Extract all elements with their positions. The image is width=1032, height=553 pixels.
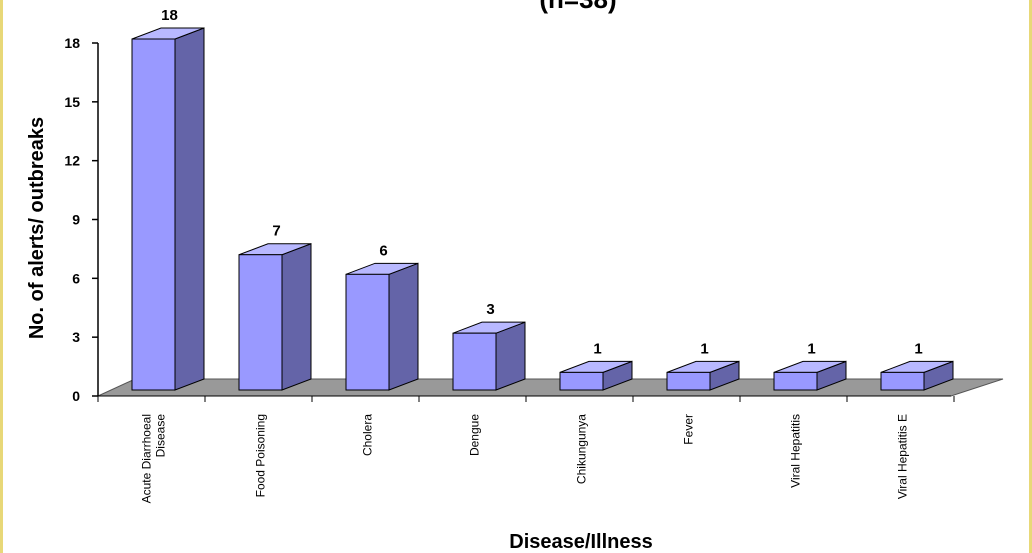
y-tick-label: 18 (64, 35, 80, 51)
category-label: Food Poisoning (254, 414, 268, 497)
bar (131, 27, 205, 391)
bar-front (666, 371, 711, 391)
data-label: 1 (593, 340, 601, 357)
bar-side (281, 242, 312, 391)
data-label: 6 (379, 242, 387, 259)
floor-plane (97, 378, 1004, 397)
data-label: 18 (161, 7, 178, 24)
data-label: 3 (486, 301, 494, 318)
category-label: Viral Hepatitis E (896, 414, 910, 499)
bar-front (452, 332, 497, 391)
data-label: 1 (914, 340, 922, 357)
category-label-line: Dengue (468, 414, 482, 456)
y-axis: 0 3 6 9 12 15 18 (64, 35, 955, 404)
bar-front (345, 273, 390, 391)
bars (131, 27, 954, 391)
category-label-line: Food Poisoning (254, 414, 268, 497)
chart-title: (n=38) (539, 0, 616, 14)
category-label: Fever (682, 414, 696, 445)
data-label: 7 (272, 223, 280, 240)
category-label-line: Viral Hepatitis E (896, 414, 910, 499)
bar (880, 360, 954, 391)
category-label: Viral Hepatitis (789, 414, 803, 488)
bar-front (559, 371, 604, 391)
bar (238, 242, 312, 391)
y-tick-label: 12 (64, 153, 80, 169)
category-label: Dengue (468, 414, 482, 456)
bar-front (131, 38, 176, 391)
bar-front (238, 254, 283, 391)
category-label: Acute DiarrhoealDisease (140, 414, 168, 504)
x-axis-title: Disease/Illness (509, 531, 652, 553)
y-tick-label: 0 (72, 388, 80, 404)
category-label: Cholera (361, 414, 375, 456)
y-tick-label: 15 (64, 94, 80, 110)
y-tick-label: 3 (72, 329, 80, 345)
y-axis-title: No. of alerts/ outbreaks (26, 117, 48, 339)
chart-floor (97, 378, 1004, 397)
y-tick-label: 9 (72, 212, 80, 228)
bar-side (388, 262, 419, 391)
x-axis-categories: Acute DiarrhoealDisease Food Poisoning Cho… (140, 414, 910, 504)
category-label-line: Fever (682, 414, 696, 445)
y-tick-label: 6 (72, 270, 80, 286)
category-label-line: Disease (154, 414, 168, 458)
category-label: Chikungunya (575, 414, 589, 484)
category-label-line: Viral Hepatitis (789, 414, 803, 488)
bar (666, 360, 740, 391)
bar (559, 360, 633, 391)
bar-side (174, 27, 205, 391)
bar (773, 360, 847, 391)
bar-front (773, 371, 818, 391)
data-label: 1 (807, 340, 815, 357)
bar-chart: (n=38) 0 3 6 9 12 15 18 18 7 6 3 1 1 1 1 Acute Diarrh… (26, 0, 1004, 553)
category-label-line: Acute Diarrhoeal (140, 414, 154, 503)
bar (345, 262, 419, 391)
bar (452, 321, 526, 391)
bar-side (495, 321, 526, 391)
data-labels: 18 7 6 3 1 1 1 1 (161, 7, 923, 357)
bar-front (880, 371, 925, 391)
data-label: 1 (700, 340, 708, 357)
category-label-line: Cholera (361, 414, 375, 456)
category-label-line: Chikungunya (575, 414, 589, 484)
